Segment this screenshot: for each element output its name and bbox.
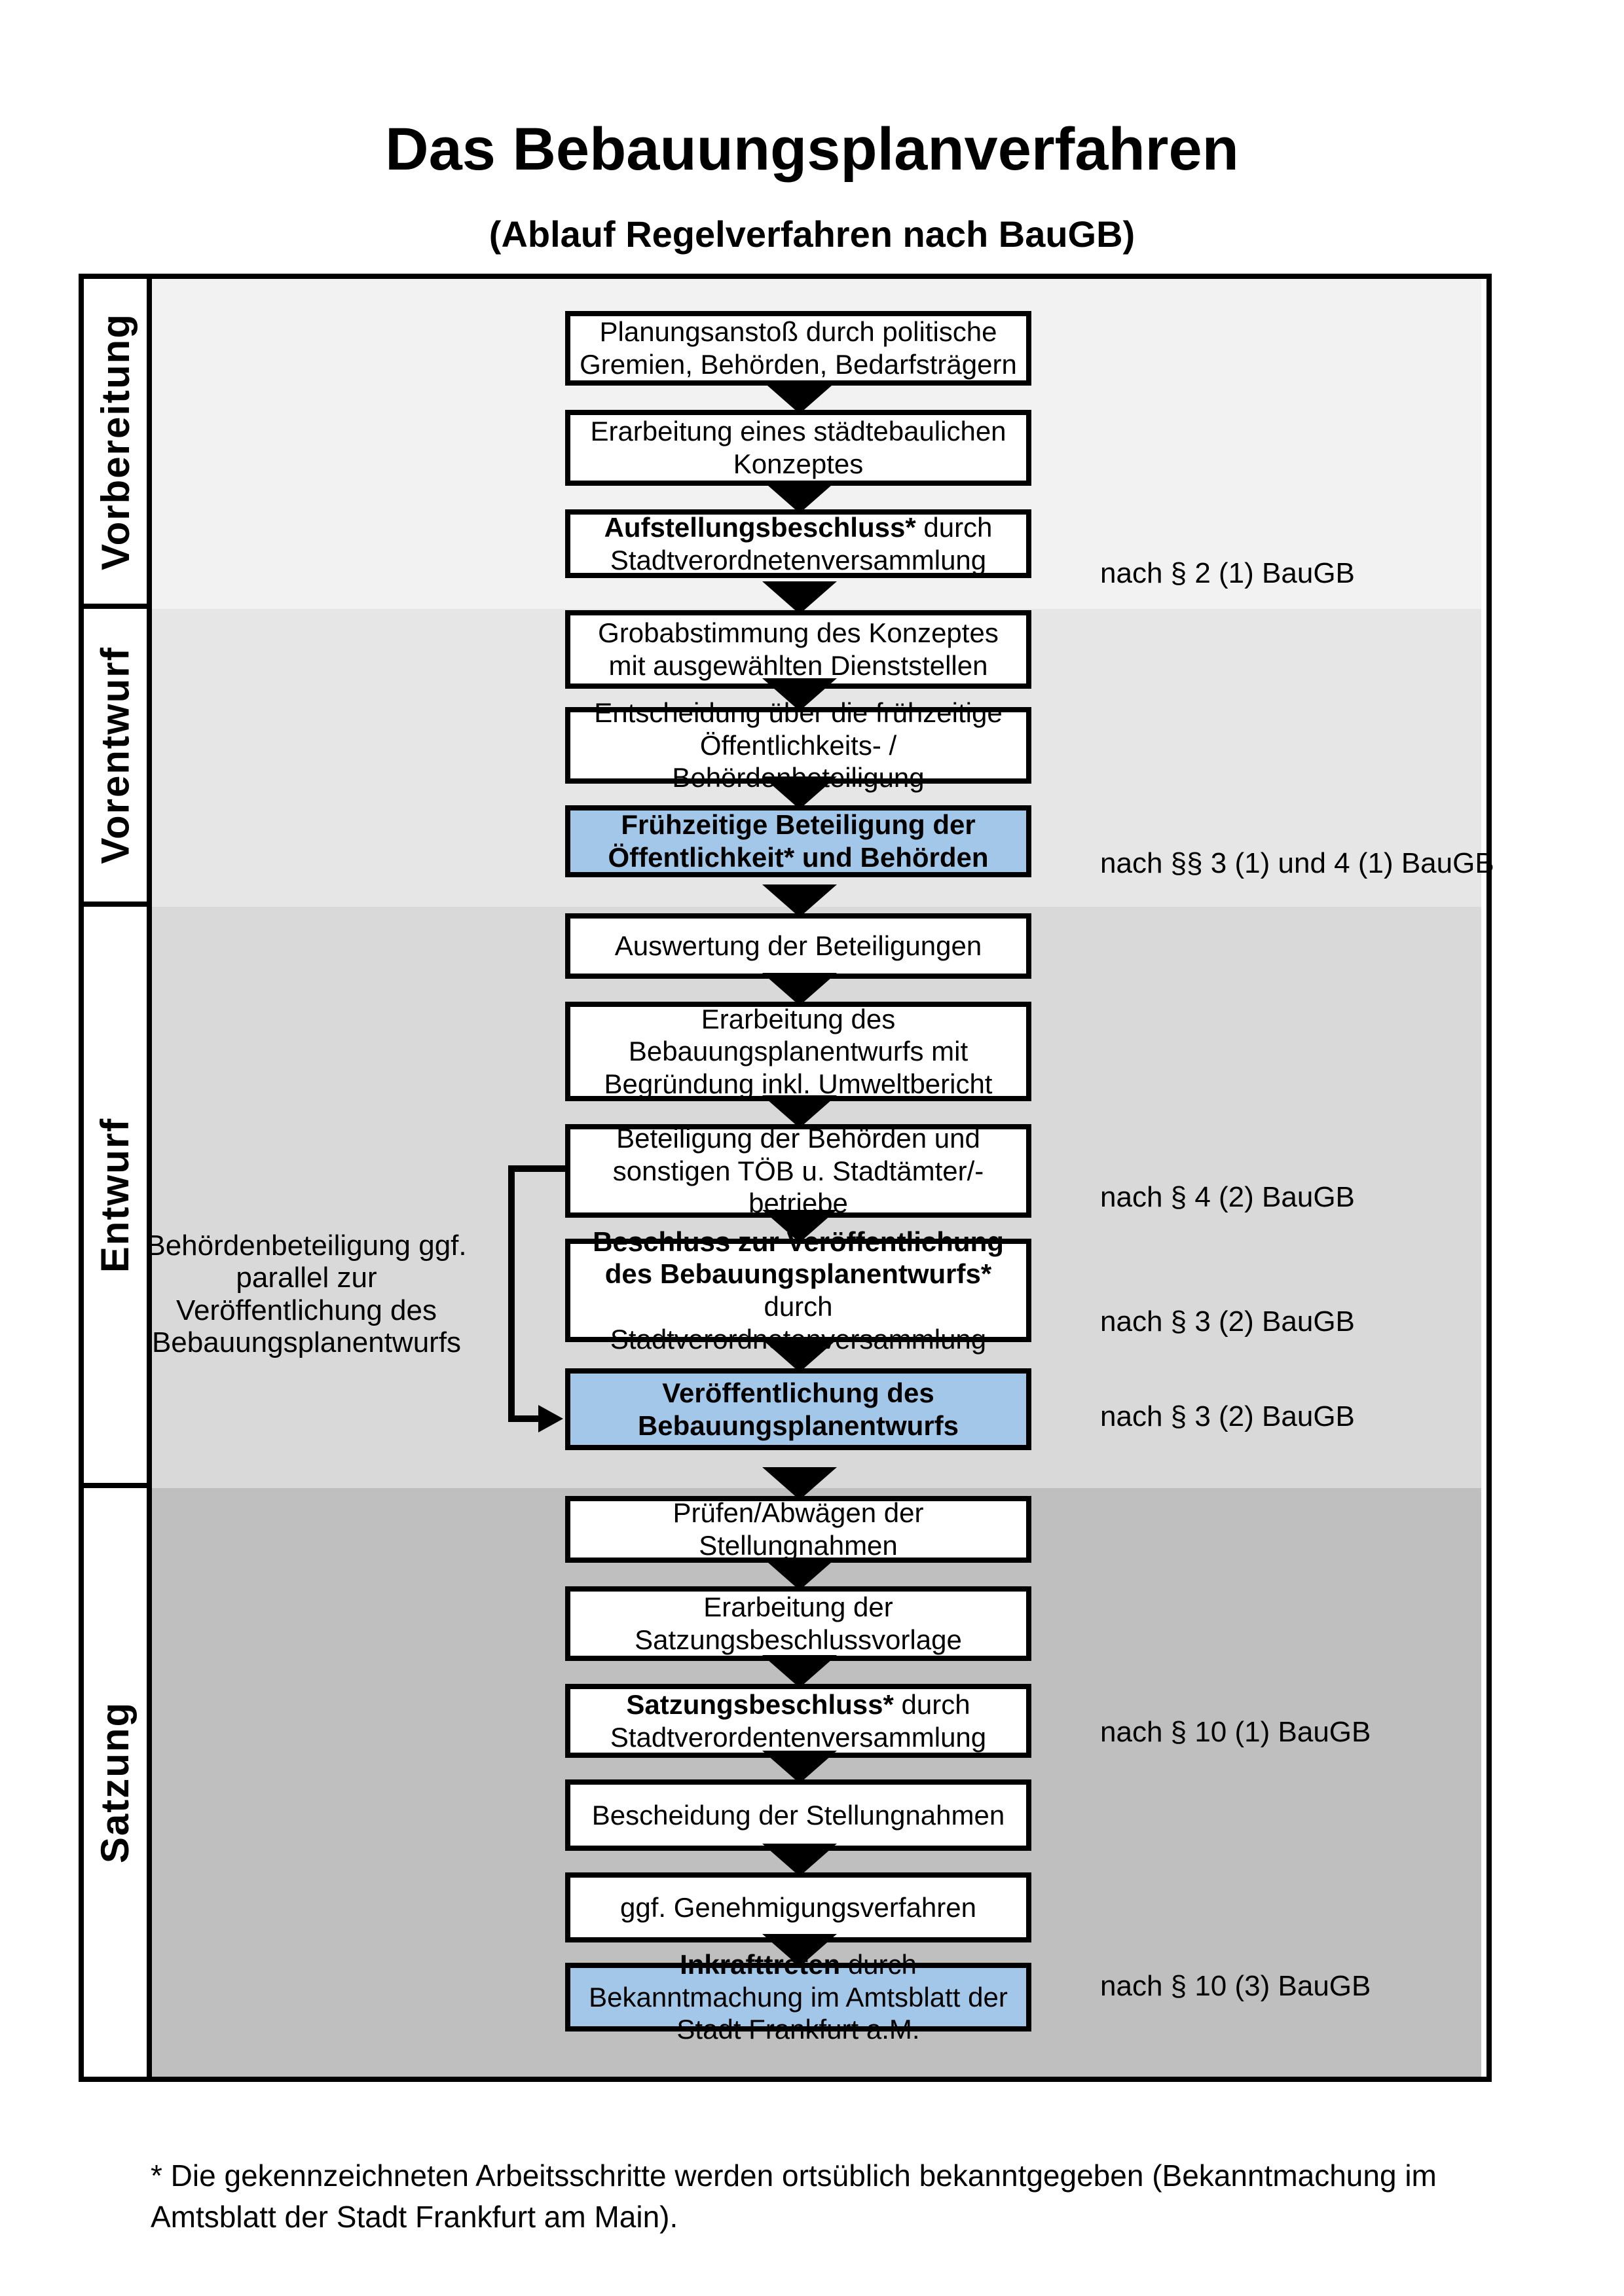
step-box-entscheidung-beteiligung: Entscheidung über die frühzeitige Öffent… [565, 697, 1031, 793]
step-box-inkrafttreten: Inkrafttreten durch Bekanntmachung im Am… [565, 1949, 1031, 2045]
flowchart-frame: Vorbereitung Vorentwurf Entwurf Satzung … [79, 274, 1494, 2082]
phase-label-cell-satzung: Satzung [84, 1488, 152, 2077]
step-box-konzept-erarbeitung: Erarbeitung eines städtebaulichen Konzep… [565, 410, 1031, 486]
step-box-fruehzeitige-beteiligung: Frühzeitige Beteiligung der Öffentlichke… [565, 805, 1031, 877]
parallel-process-note: Behördenbeteiligung ggf. parallel zur Ve… [146, 1230, 467, 1358]
flow-arrow-down-icon [762, 581, 837, 614]
step-box-genehmigungsverfahren: ggf. Genehmigungsverfahren [565, 1872, 1031, 1942]
step-box-veroeffentlichungsbeschluss: Beschluss zur Veröffentlichung des Bebau… [565, 1226, 1031, 1355]
flow-arrow-down-icon [762, 1655, 837, 1688]
parallel-connector-top-line [508, 1165, 565, 1172]
step-box-entwurf-erarbeitung: Erarbeitung des Bebauungsplanentwurfs mi… [565, 1002, 1031, 1101]
legal-note-1: nach § 2 (1) BauGB [1100, 557, 1355, 589]
step-text-bold: Aufstellungsbeschluss* [604, 511, 916, 543]
step-text: Auswertung der Beteiligungen [614, 930, 982, 962]
legal-note-2: nach §§ 3 (1) und 4 (1) BauGB [1100, 847, 1494, 879]
step-text: Grobabstimmung des Konzeptes mit ausgewä… [598, 617, 999, 681]
flow-arrow-down-icon [762, 1934, 837, 1967]
flow-arrow-down-icon [762, 1467, 837, 1500]
step-box-bescheidung: Bescheidung der Stellungnahmen [565, 1779, 1031, 1851]
step-text-bold: Veröffentlichung des Bebauungsplanentwur… [637, 1377, 959, 1441]
phase-label-vorbereitung: Vorbereitung [93, 312, 138, 570]
phase-label-cell-vorentwurf: Vorentwurf [84, 609, 152, 907]
parallel-connector-arrow-icon [538, 1405, 563, 1432]
flow-arrow-down-icon [762, 1095, 837, 1128]
step-box-aufstellungsbeschluss: Aufstellungsbeschluss* durch Stadtverord… [565, 509, 1031, 578]
legal-note-5: nach § 3 (2) BauGB [1100, 1400, 1355, 1432]
step-text: Beteiligung der Behörden und sonstigen T… [612, 1123, 984, 1219]
flow-arrow-down-icon [762, 1751, 837, 1783]
flow-arrow-down-icon [762, 973, 837, 1006]
flow-arrow-down-icon [762, 1558, 837, 1590]
phase-label-vorentwurf: Vorentwurf [93, 646, 138, 864]
step-text: Prüfen/Abwägen der Stellungnahmen [673, 1497, 924, 1561]
legal-note-6: nach § 10 (1) BauGB [1100, 1716, 1371, 1748]
step-text: Erarbeitung der Satzungsbeschlussvorlage [635, 1592, 962, 1655]
step-box-auswertung: Auswertung der Beteiligungen [565, 913, 1031, 979]
step-box-satzungsbeschluss: Satzungsbeschluss* durch Stadtverordente… [565, 1684, 1031, 1758]
step-text: Erarbeitung eines städtebaulichen Konzep… [590, 416, 1006, 479]
phase-label-entwurf: Entwurf [93, 1117, 138, 1273]
flow-arrow-down-icon [762, 1844, 837, 1876]
step-text-bold: Beschluss zur Veröffentlichung des Bebau… [593, 1226, 1004, 1290]
phase-label-satzung: Satzung [93, 1701, 138, 1864]
step-text-bold: Satzungsbeschluss* [626, 1688, 894, 1720]
parallel-connector-vertical-line [508, 1165, 515, 1422]
page-title: Das Bebauungsplanverfahren [385, 116, 1239, 183]
step-box-satzungsvorlage: Erarbeitung der Satzungsbeschlussvorlage [565, 1586, 1031, 1661]
step-text: Erarbeitung des Bebauungsplanentwurfs mi… [604, 1003, 993, 1099]
step-text: ggf. Genehmigungsverfahren [619, 1891, 976, 1923]
flow-arrow-down-icon [762, 678, 837, 711]
step-text-bold: Frühzeitige Beteiligung der Öffentlichke… [608, 809, 989, 873]
step-text-bold: Inkrafttreten [680, 1949, 841, 1980]
flow-arrow-down-icon [762, 381, 837, 414]
step-text: durch Bekanntmachung im Amtsblatt der St… [589, 1949, 1008, 2045]
flow-arrow-down-icon [762, 481, 837, 513]
step-box-veroeffentlichung: Veröffentlichung des Bebauungsplanentwur… [565, 1368, 1031, 1450]
legal-note-4: nach § 3 (2) BauGB [1100, 1305, 1355, 1338]
legal-note-3: nach § 4 (2) BauGB [1100, 1181, 1355, 1213]
legal-note-7: nach § 10 (3) BauGB [1100, 1970, 1371, 2002]
step-box-behoerdenbeteiligung: Beteiligung der Behörden und sonstigen T… [565, 1123, 1031, 1219]
step-text: durch Stadtverordentenversammlung [610, 1688, 987, 1753]
phase-label-cell-vorbereitung: Vorbereitung [84, 279, 152, 609]
flow-arrow-down-icon [762, 1210, 837, 1243]
step-text: durch Stadtverordnetenversammlung [610, 511, 993, 575]
page-subtitle: (Ablauf Regelverfahren nach BauGB) [489, 213, 1135, 255]
step-box-planungsanstoss: Planungsanstoß durch politische Gremien,… [565, 311, 1031, 386]
flow-arrow-down-icon [762, 776, 837, 809]
step-text: Bescheidung der Stellungnahmen [591, 1799, 1005, 1831]
step-text: Planungsanstoß durch politische Gremien,… [580, 316, 1017, 380]
flow-arrow-down-icon [762, 1339, 837, 1372]
flow-arrow-down-icon [762, 884, 837, 917]
footnote: * Die gekennzeichneten Arbeitsschritte w… [151, 2159, 1437, 2234]
phase-label-cell-entwurf: Entwurf [84, 907, 152, 1488]
parallel-connector-bottom-line [508, 1415, 541, 1422]
step-box-pruefen-abwaegen: Prüfen/Abwägen der Stellungnahmen [565, 1496, 1031, 1563]
step-box-grobabstimmung: Grobabstimmung des Konzeptes mit ausgewä… [565, 610, 1031, 689]
